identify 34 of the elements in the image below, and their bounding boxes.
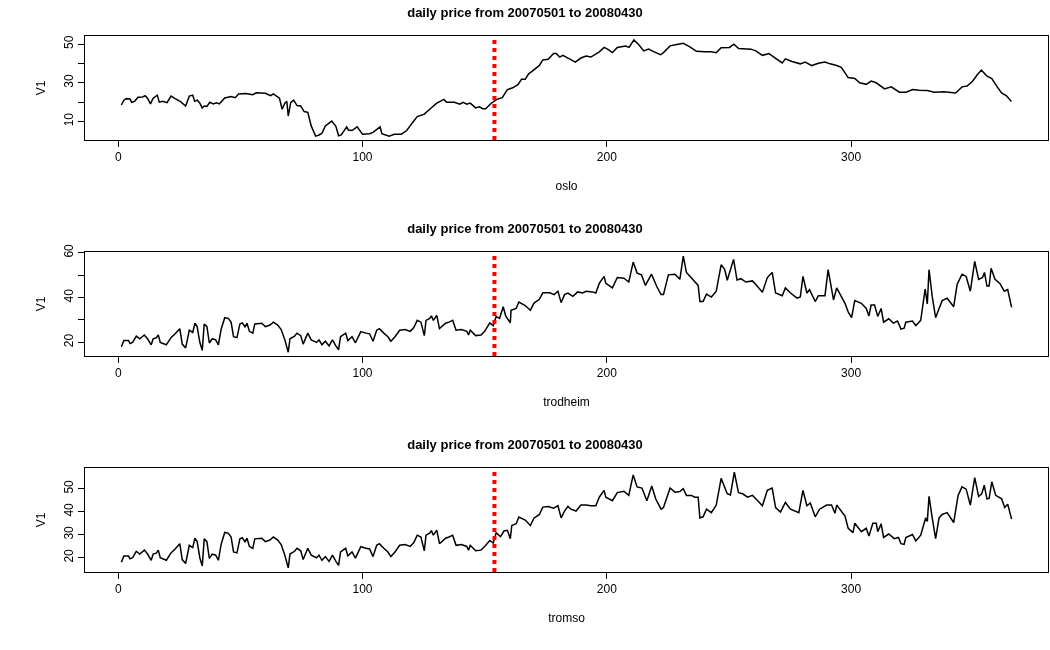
- y-tick-label: 60: [62, 243, 77, 258]
- x-axis-title: trodheim: [543, 395, 590, 410]
- x-tick-label: 200: [596, 582, 618, 597]
- x-tick-label: 100: [352, 150, 373, 165]
- y-tick-label: 50: [62, 35, 77, 49]
- x-tick-label: 0: [114, 150, 122, 165]
- chart-title: daily price from 20070501 to 20080430: [407, 436, 643, 452]
- x-tick-label: 300: [841, 582, 862, 597]
- chart-title: daily price from 20070501 to 20080430: [407, 4, 643, 20]
- y-axis-title: V1: [33, 512, 48, 528]
- chart-title: daily price from 20070501 to 20080430: [407, 220, 643, 236]
- y-tick-label: 50: [62, 479, 77, 494]
- y-tick-label: 30: [62, 73, 77, 88]
- y-axis-title: V1: [33, 296, 48, 312]
- y-tick-label: 20: [62, 333, 77, 348]
- x-tick-label: 300: [841, 150, 862, 165]
- y-tick-label: 40: [62, 288, 77, 303]
- y-tick-label: 10: [62, 112, 77, 127]
- x-tick-label: 300: [841, 366, 862, 381]
- line-series: [120, 255, 1013, 353]
- y-axis-title: V1: [33, 80, 48, 96]
- y-tick-label: 30: [62, 525, 77, 540]
- x-tick-label: 100: [352, 366, 373, 381]
- x-tick-label: 200: [596, 366, 618, 381]
- x-tick-label: 0: [114, 366, 122, 381]
- x-tick-label: 0: [114, 582, 122, 597]
- line-series: [120, 39, 1013, 137]
- x-tick-label: 200: [596, 150, 618, 165]
- x-axis-title: oslo: [555, 179, 578, 194]
- line-series: [120, 471, 1013, 569]
- x-axis-title: tromso: [548, 611, 586, 626]
- y-tick-label: 40: [62, 502, 77, 517]
- x-tick-label: 100: [352, 582, 373, 597]
- y-tick-label: 20: [62, 548, 77, 563]
